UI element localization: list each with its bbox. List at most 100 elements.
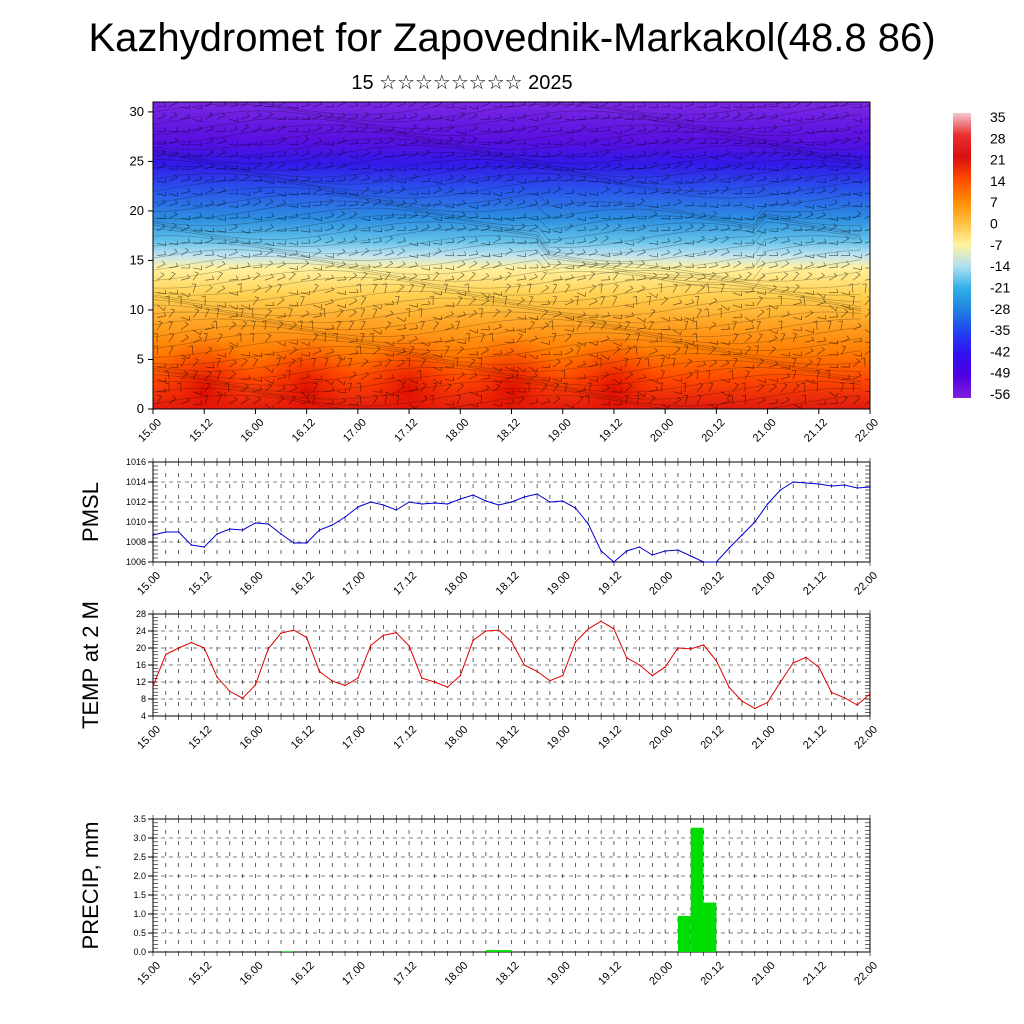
wind-barb-flag	[856, 272, 861, 275]
contour-line	[153, 124, 862, 143]
wind-barb-flag	[331, 274, 335, 279]
wind-barb	[792, 302, 802, 306]
wind-barb	[564, 168, 574, 172]
wind-barb-flag	[186, 397, 190, 401]
wind-barb	[252, 354, 262, 358]
wind-barb	[300, 341, 310, 347]
wind-barb	[444, 304, 454, 307]
wind-barb-flag	[859, 238, 863, 243]
wind-barb	[708, 156, 718, 160]
wind-barb	[300, 320, 303, 330]
y-tick-label: 1012	[126, 497, 146, 507]
wind-barb	[647, 357, 650, 367]
wind-barb-flag	[355, 337, 359, 342]
wind-barb-flag	[405, 308, 410, 310]
wind-barb-flag	[873, 377, 874, 381]
wind-barb	[660, 298, 668, 306]
wind-barb	[240, 230, 250, 234]
x-tick-label: 21.12	[801, 724, 829, 752]
wind-barb	[684, 374, 693, 380]
wind-barb-flag	[644, 357, 649, 360]
wind-barb	[288, 205, 298, 208]
wind-barb	[168, 266, 178, 269]
wind-barb	[336, 310, 344, 318]
wind-barb-flag	[421, 358, 426, 360]
wind-barb-flag	[848, 374, 851, 379]
wind-barb	[336, 391, 346, 394]
wind-barb	[744, 255, 754, 259]
wind-barb-flag	[655, 386, 659, 391]
wind-barb	[396, 188, 406, 194]
wind-barb	[180, 317, 190, 321]
wind-barb	[708, 250, 718, 256]
wind-barb	[252, 127, 262, 133]
wind-barb-flag	[386, 271, 391, 274]
wind-barb	[240, 304, 250, 310]
contour-line	[153, 394, 862, 409]
wind-barb	[408, 357, 411, 367]
wind-barb-flag	[308, 128, 311, 133]
wind-barb-flag	[458, 296, 463, 298]
wind-barb-flag	[410, 345, 415, 348]
wind-barb	[780, 177, 790, 182]
wind-barb-flag	[435, 271, 440, 274]
wind-barb	[228, 362, 237, 368]
wind-barb	[816, 190, 826, 194]
wind-barb	[396, 180, 406, 184]
wind-barb-flag	[800, 264, 803, 269]
wind-barb	[252, 241, 262, 244]
wind-barb	[696, 128, 706, 133]
wind-barb	[636, 391, 645, 398]
data-point	[369, 644, 372, 647]
wind-barb-flag	[389, 260, 394, 264]
wind-barb	[684, 205, 695, 207]
wind-barb-flag	[618, 113, 622, 117]
wind-barb	[540, 311, 549, 318]
wind-barb	[540, 272, 547, 281]
wind-barb-flag	[833, 223, 837, 227]
wind-barb-flag	[313, 333, 318, 335]
wind-barb	[288, 324, 297, 331]
wind-barb-flag	[557, 247, 561, 251]
wind-barb	[276, 203, 286, 207]
wind-barb-flag	[307, 274, 311, 279]
wind-barb-flag	[748, 333, 752, 337]
wind-barb	[756, 360, 764, 368]
wind-barb-flag	[560, 369, 565, 373]
wind-barb-flag	[680, 153, 683, 158]
wind-barb	[264, 335, 272, 343]
wind-barb	[168, 346, 174, 355]
wind-barb-flag	[548, 152, 551, 157]
wind-barb	[432, 118, 442, 120]
wind-barb-flag	[666, 113, 670, 117]
wind-barb-flag	[535, 398, 539, 403]
precip-bar	[677, 915, 691, 952]
wind-barb-flag	[376, 346, 381, 350]
wind-barb	[444, 106, 454, 109]
wind-barb	[792, 118, 802, 122]
wind-barb-flag	[761, 260, 766, 264]
wind-barb-flag	[487, 374, 491, 379]
wind-barb	[732, 304, 742, 309]
wind-barb-flag	[488, 293, 490, 298]
wind-barb	[864, 329, 870, 334]
wind-barb-flag	[655, 188, 659, 192]
wind-barb	[648, 191, 658, 194]
wind-barb	[372, 377, 382, 380]
wind-barb-flag	[627, 346, 632, 349]
wind-barb	[564, 103, 574, 108]
wind-barb	[612, 156, 622, 159]
wind-barb	[516, 153, 526, 157]
wind-barb	[480, 357, 483, 367]
wind-barb-flag	[413, 124, 417, 128]
wind-barb-flag	[641, 285, 646, 289]
wind-barb-flag	[415, 386, 419, 390]
data-point	[446, 686, 449, 688]
wind-barb-flag	[643, 373, 647, 378]
wind-barb	[612, 116, 622, 120]
wind-barb	[420, 278, 430, 281]
wind-barb-flag	[534, 224, 538, 228]
wind-barb-flag	[428, 252, 431, 257]
x-tick-label: 16.00	[238, 960, 266, 988]
wind-barb	[432, 292, 442, 296]
